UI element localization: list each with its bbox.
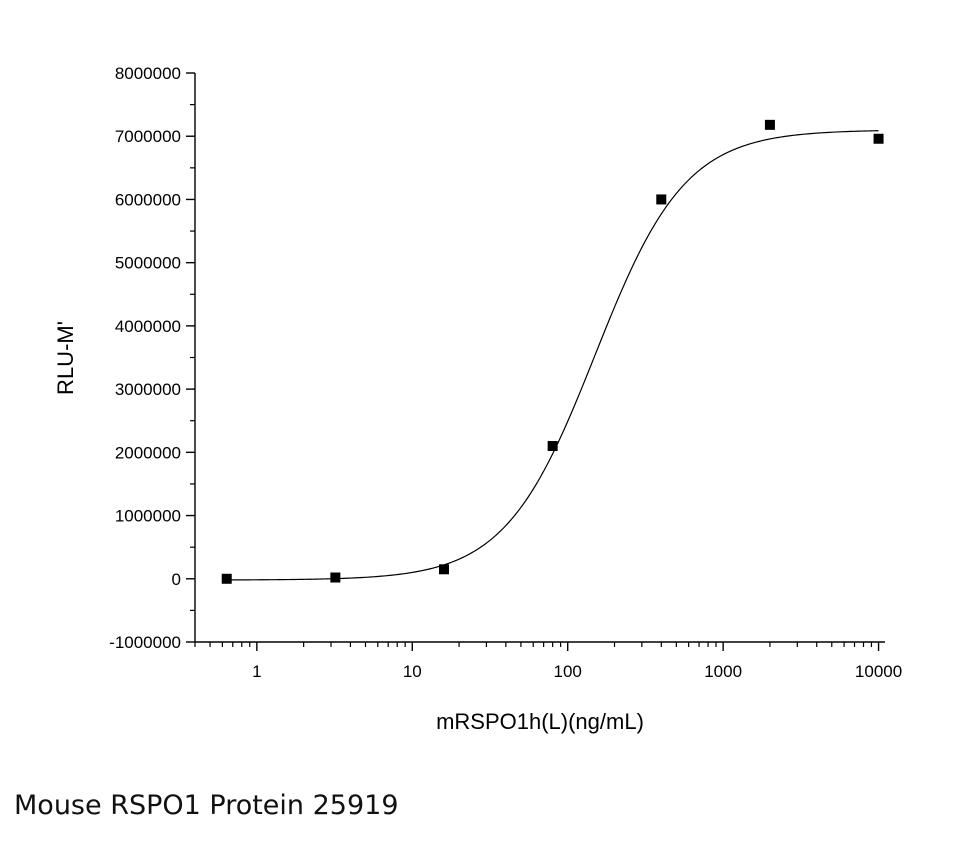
y-tick-label: 3000000 <box>115 380 181 399</box>
y-tick-label: 4000000 <box>115 317 181 336</box>
data-point <box>547 441 558 452</box>
fit-curve-layer <box>226 130 879 581</box>
y-tick-label: 1000000 <box>115 507 181 526</box>
y-tick-label: 8000000 <box>115 64 181 83</box>
y-axis-title: RLU-M' <box>53 321 78 395</box>
data-point <box>656 194 667 205</box>
x-tick-label: 1 <box>252 662 261 681</box>
data-point <box>764 119 775 130</box>
axes: -1000000 0 1000000 2000000 3000000 4000000 500… <box>109 64 902 681</box>
data-point <box>439 564 450 575</box>
fit-curve <box>226 130 879 581</box>
y-tick-label: -1000000 <box>109 633 181 652</box>
y-tick-label: 6000000 <box>115 190 181 209</box>
data-point <box>221 573 232 584</box>
x-tick-label: 10000 <box>855 662 902 681</box>
y-tick-label: 5000000 <box>115 254 181 273</box>
y-tick-label: 2000000 <box>115 443 181 462</box>
dose-response-chart: -1000000 0 1000000 2000000 3000000 4000000 500… <box>53 64 902 734</box>
x-tick-label: 100 <box>554 662 582 681</box>
x-axis-title: mRSPO1h(L)(ng/mL) <box>436 709 644 734</box>
data-point <box>873 133 884 144</box>
data-point <box>330 572 341 583</box>
x-tick-label: 1000 <box>704 662 742 681</box>
figure-caption: Mouse RSPO1 Protein 25919 <box>14 790 399 821</box>
data-points-layer <box>221 119 884 584</box>
y-tick-label: 7000000 <box>115 127 181 146</box>
x-tick-label: 10 <box>403 662 422 681</box>
y-tick-label: 0 <box>172 570 181 589</box>
